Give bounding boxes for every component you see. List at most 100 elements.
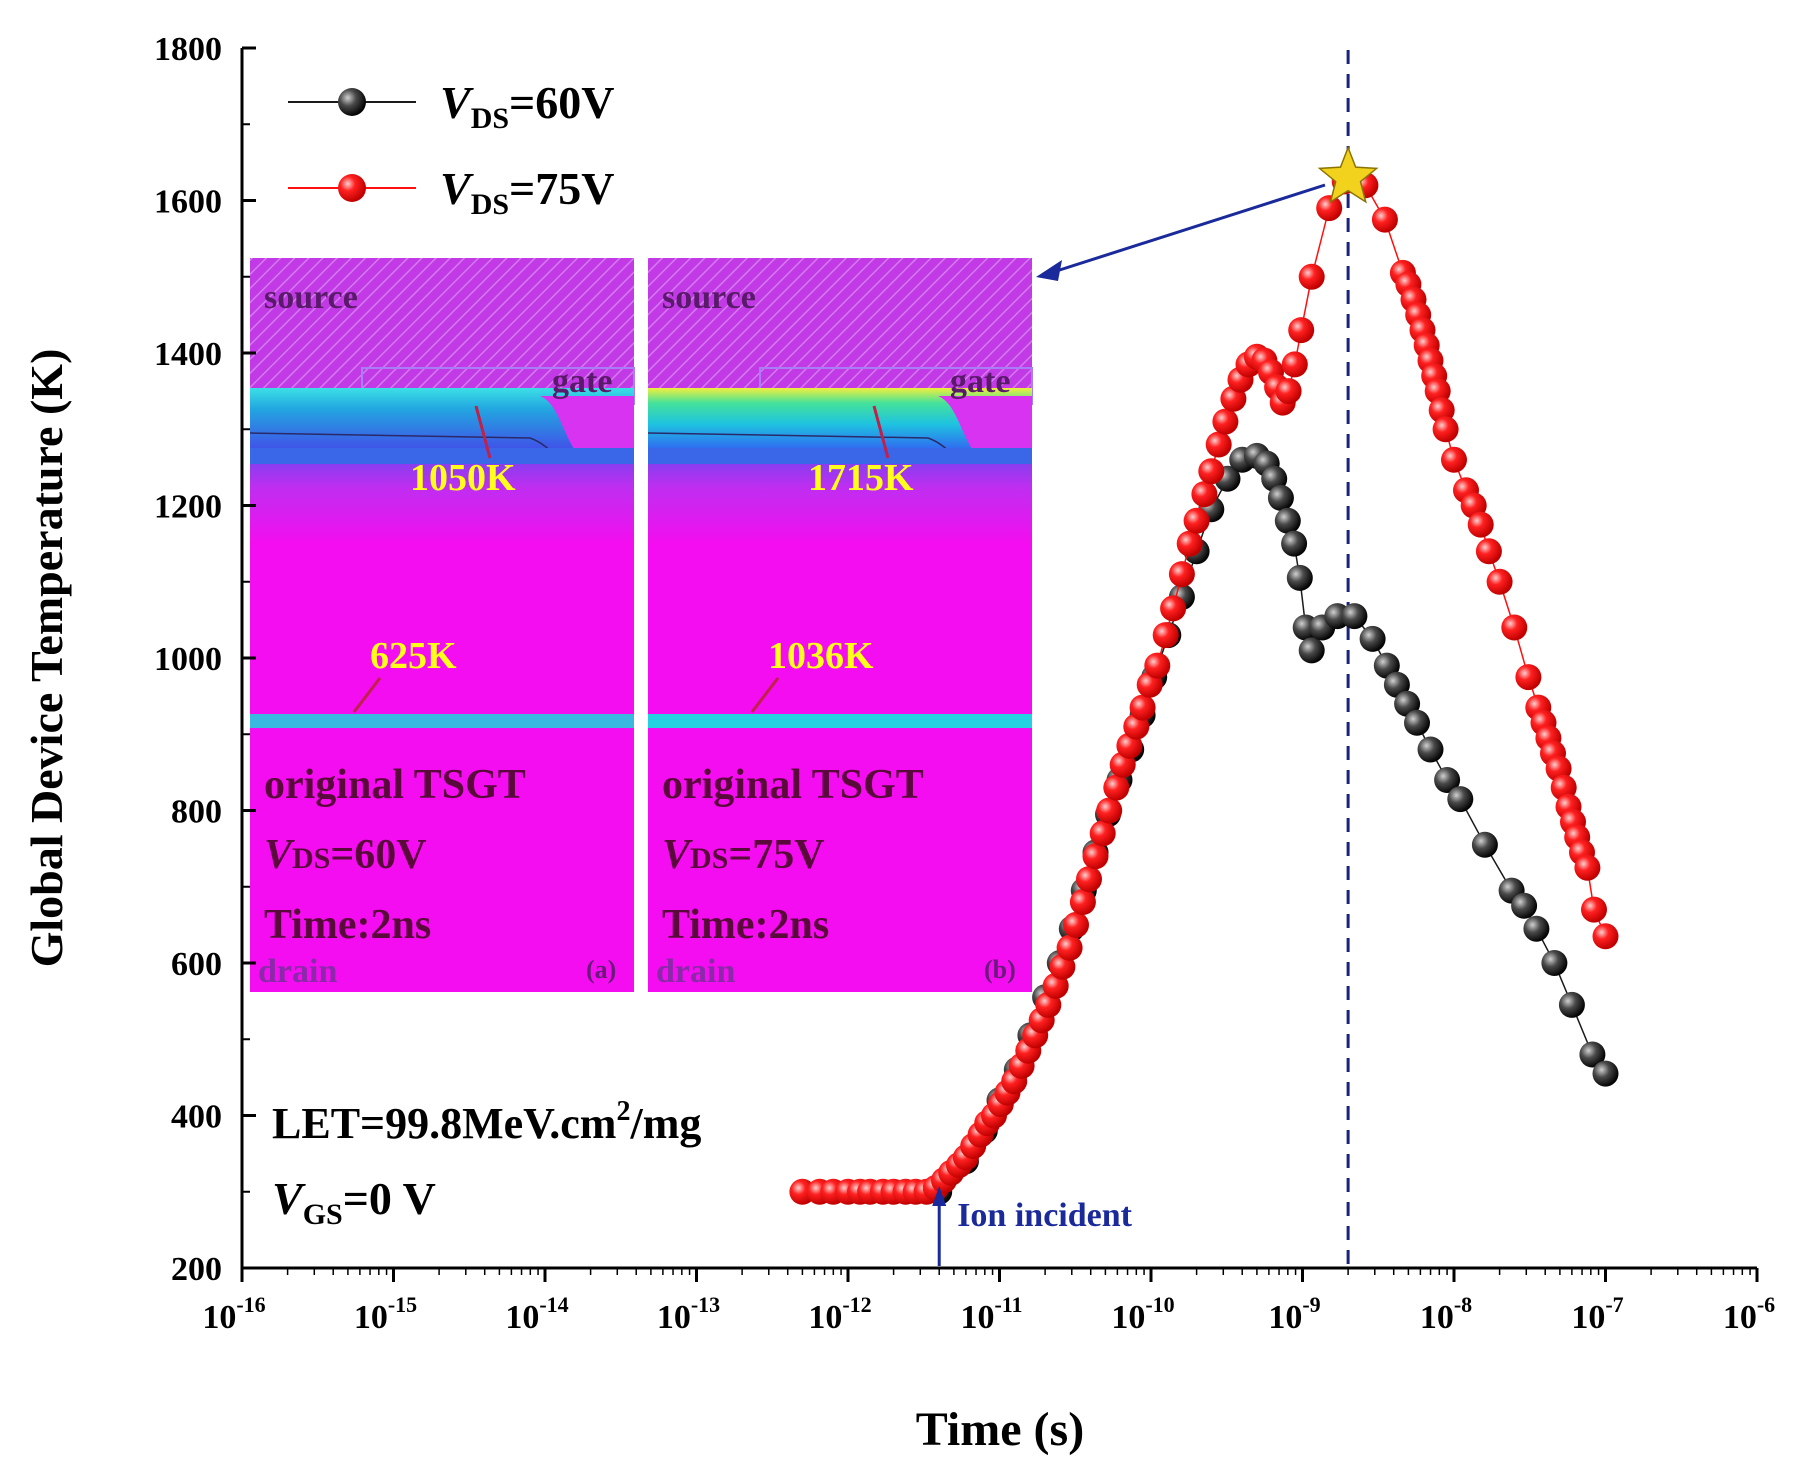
data-point (1160, 595, 1187, 622)
inset-mid-region (250, 464, 634, 544)
peak-arrow (1043, 183, 1326, 277)
data-point (1371, 206, 1398, 233)
inset-bias-sub: DS (292, 842, 330, 875)
y-tick-label: 400 (171, 1099, 222, 1136)
data-point (1475, 538, 1502, 565)
data-point (1281, 530, 1308, 557)
x-tick-label: 10-7 (1571, 1292, 1623, 1336)
data-point (1274, 507, 1301, 534)
data-point (1404, 709, 1430, 736)
data-point (1511, 892, 1538, 919)
data-point (1486, 568, 1513, 595)
data-point (1144, 652, 1171, 679)
let-main: LET=99.8MeV.cm (272, 1099, 616, 1148)
inset-panel-label: (b) (984, 955, 1016, 984)
inset-panel-a: source gate 1050K 625K original TSGT VDS=60V T… (249, 258, 635, 992)
data-point (1212, 408, 1239, 435)
series-line (938, 455, 1607, 1193)
ion-incident-arrow-head (932, 1186, 947, 1206)
x-tick-label: 10-8 (1420, 1292, 1472, 1336)
x-tick-exponent: -13 (691, 1292, 720, 1317)
legend-75v-tail: =75V (509, 163, 614, 214)
data-point (1515, 664, 1542, 691)
inset-bias-label: VDS=75V (662, 832, 825, 878)
peak-arrow-head (1036, 260, 1062, 281)
x-tick-exponent: -10 (1145, 1292, 1174, 1317)
x-tick-label: 10-10 (1111, 1292, 1174, 1336)
legend-item-60v: VDS=60V (288, 77, 614, 135)
y-axis-title: Global Device Temperature (K) (21, 349, 72, 968)
data-point (1183, 507, 1210, 534)
inset-drain-label: drain (258, 953, 337, 990)
data-point (1267, 484, 1294, 511)
x-tick-base: 10 (960, 1299, 994, 1336)
x-tick-base: 10 (1111, 1299, 1145, 1336)
data-point (1103, 774, 1130, 801)
data-point (1541, 950, 1568, 976)
x-tick-exponent: -16 (236, 1292, 265, 1317)
inset-bias-sub: DS (690, 842, 728, 875)
inset-device-label: original TSGT (264, 762, 526, 808)
x-tick-base: 10 (1268, 1299, 1302, 1336)
data-point (1373, 652, 1400, 679)
data-point (1056, 934, 1083, 961)
x-tick-label: 10-11 (960, 1292, 1022, 1336)
vgs-annotation: VGS=0 V (272, 1173, 436, 1231)
inset-source-region (250, 258, 634, 388)
legend-marker-75v (338, 174, 366, 202)
inset-bias-label: VDS=60V (264, 832, 427, 878)
inset-lower-band (648, 448, 1032, 464)
inset-drain-arrow (352, 677, 382, 713)
x-tick-label: 10-13 (657, 1292, 720, 1336)
data-point (1359, 625, 1386, 652)
svg-text:VDS=60V: VDS=60V (440, 77, 614, 135)
vgs-main: V (272, 1173, 306, 1224)
data-point (1316, 195, 1343, 222)
data-point (1298, 263, 1325, 290)
x-tick-exponent: -11 (994, 1292, 1022, 1317)
inset-drain-label: drain (656, 953, 735, 990)
data-point (1275, 378, 1302, 405)
x-axis-title: Time (s) (916, 1403, 1084, 1456)
x-ticks: 10-16 10-15 10-14 10-13 10-12 10-11 10-10 10-9 1… (202, 1268, 1775, 1336)
data-point (1286, 564, 1313, 591)
inset-hot-arrow (474, 405, 492, 459)
vgs-tail: =0 V (343, 1173, 436, 1224)
vgs-sub: GS (303, 1198, 343, 1231)
data-point (1198, 458, 1225, 485)
x-tick-base: 10 (1723, 1299, 1757, 1336)
inset-hot-temp: 1050K (410, 457, 516, 499)
data-point (1168, 561, 1195, 588)
x-tick-exponent: -7 (1605, 1292, 1623, 1317)
x-tick-label: 10-6 (1723, 1292, 1775, 1336)
inset-source-label: source (264, 279, 358, 316)
data-point (1471, 831, 1498, 858)
inset-hot-temp: 1715K (808, 457, 914, 499)
x-tick-exponent: -6 (1757, 1292, 1775, 1317)
inset-time-label: Time:2ns (264, 902, 431, 948)
data-point (1089, 820, 1116, 847)
data-point (1592, 1060, 1619, 1087)
y-tick-label: 1200 (154, 489, 222, 526)
data-point (1288, 317, 1315, 344)
inset-source-label: source (662, 279, 756, 316)
let-annotation: LET=99.8MeV.cm2/mg (272, 1096, 701, 1148)
y-tick-label: 200 (171, 1251, 222, 1288)
inset-time-label: Time:2ns (662, 902, 829, 948)
peak-star-marker (1317, 145, 1379, 204)
y-tick-label: 1400 (154, 336, 222, 373)
data-point (1096, 797, 1123, 824)
let-tail: /mg (629, 1099, 701, 1148)
x-tick-base: 10 (202, 1299, 236, 1336)
legend-60v-tail: =60V (509, 77, 614, 128)
x-tick-exponent: -15 (388, 1292, 417, 1317)
inset-bias-main: V (662, 832, 693, 878)
data-point (1129, 694, 1156, 721)
x-tick-label: 10-16 (202, 1292, 265, 1336)
x-tick-label: 10-9 (1268, 1292, 1320, 1336)
data-point (1152, 622, 1179, 649)
let-sup: 2 (616, 1096, 630, 1127)
x-tick-base: 10 (1420, 1299, 1454, 1336)
inset-source-region (648, 258, 1032, 388)
inset-gate-label: gate (552, 363, 612, 400)
